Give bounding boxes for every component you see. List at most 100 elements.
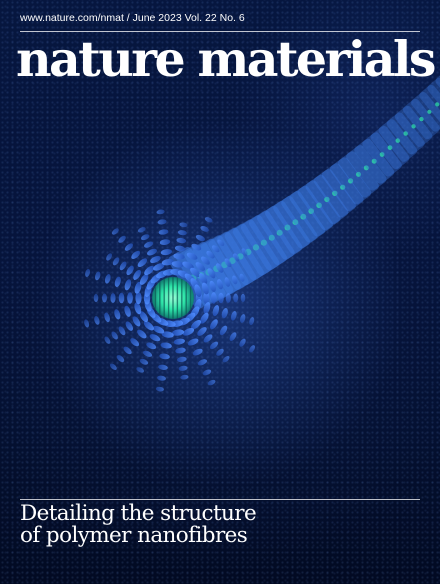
arm-bead [207, 268, 216, 279]
arm-bead [201, 282, 209, 295]
tail-core-dot [379, 152, 385, 157]
arm-bead [116, 355, 125, 363]
tail-core-dot [276, 229, 283, 236]
tail-core-dot [435, 102, 440, 107]
arm-bead [211, 245, 220, 253]
arm-bead [192, 348, 203, 356]
fibre-tail [168, 70, 440, 310]
tail-core-dot [316, 202, 322, 209]
arm-bead [104, 336, 111, 344]
arm-bead [143, 321, 154, 331]
arm-bead [137, 227, 146, 233]
arm-bead [135, 291, 142, 305]
arm-bead [187, 338, 199, 346]
arm-bead [175, 347, 186, 354]
arm-bead [191, 243, 202, 251]
arm-bead [153, 263, 165, 271]
arm-bead [114, 276, 121, 287]
arm-bead [217, 239, 225, 246]
arm-bead [200, 312, 209, 324]
headline-line-1: Detailing the structure [20, 501, 257, 526]
arm-bead [171, 261, 184, 268]
arm-bead [173, 253, 185, 260]
tail-core-dot [371, 158, 377, 164]
arm-bead [230, 311, 237, 321]
arm-bead [150, 255, 161, 264]
arm-bead [137, 258, 148, 268]
arm-bead [123, 346, 132, 355]
arm-bead [186, 252, 198, 260]
arm-bead [159, 239, 171, 245]
arm-bead [119, 261, 127, 271]
arm-bead [200, 225, 209, 232]
arm-bead [142, 350, 153, 357]
headline-line-2: of polymer nanofibres [20, 523, 248, 548]
tail-core-dot [403, 131, 409, 136]
arm-bead [104, 312, 110, 323]
tail-core-dot [419, 116, 424, 122]
tail-core-dot [292, 219, 299, 226]
arm-bead [178, 365, 188, 371]
tail-core-dot [332, 190, 338, 196]
arm-bead [233, 293, 239, 303]
arm-bead [125, 321, 134, 331]
arm-bead [157, 375, 166, 381]
arm-bead [171, 329, 185, 336]
tail-core-dot [387, 145, 393, 151]
arm-bead [194, 284, 202, 298]
arm-bead [239, 314, 246, 323]
arm-bead [104, 274, 111, 284]
arm-bead [126, 265, 134, 276]
arm-bead [94, 316, 100, 325]
tail-core-dot [324, 196, 330, 203]
arm-bead [102, 293, 107, 303]
star-arms [84, 209, 256, 392]
arm-bead [124, 305, 131, 317]
arm-bead [93, 293, 99, 303]
arm-bead [249, 345, 256, 353]
arm-bead [174, 245, 186, 252]
tail-core-dot [300, 213, 307, 220]
arm-bead [152, 325, 165, 334]
arm-bead [204, 217, 213, 223]
arm-bead [156, 209, 165, 215]
arm-bead [132, 316, 141, 327]
arm-bead [124, 243, 133, 251]
arm-bead [210, 292, 217, 304]
arm-bead [173, 338, 185, 345]
arm-bead [203, 291, 210, 305]
arm-bead [179, 222, 188, 228]
arm-bead [137, 329, 147, 339]
arm-bead [182, 261, 194, 270]
arm-bead [207, 379, 216, 386]
arm-bead [224, 258, 232, 268]
tail-core-dot [348, 178, 354, 184]
arm-bead [110, 293, 116, 303]
arm-bead [212, 305, 220, 317]
arm-bead [111, 228, 119, 235]
arm-bead [147, 248, 157, 256]
arm-bead [159, 353, 170, 360]
arm-bead [195, 262, 206, 271]
arm-bead [124, 279, 132, 291]
arm-bead [139, 311, 149, 323]
tail-core-dot [284, 224, 291, 231]
arm-bead [134, 302, 142, 315]
arm-bead [84, 319, 90, 328]
arm-bead [111, 331, 118, 340]
arm-bead [155, 386, 164, 392]
arm-bead [139, 274, 149, 285]
arm-bead [158, 364, 168, 370]
arm-bead [209, 319, 218, 330]
arm-bead [106, 253, 113, 261]
cover-headline: Detailing the structure of polymer nanof… [20, 501, 257, 548]
top-rule [20, 31, 420, 32]
arm-bead [127, 292, 133, 304]
arm-bead [144, 265, 155, 276]
arm-bead [215, 263, 224, 273]
tail-core-dot [260, 239, 267, 246]
arm-bead [197, 359, 207, 366]
arm-bead [176, 237, 187, 244]
arm-bead [240, 293, 246, 303]
